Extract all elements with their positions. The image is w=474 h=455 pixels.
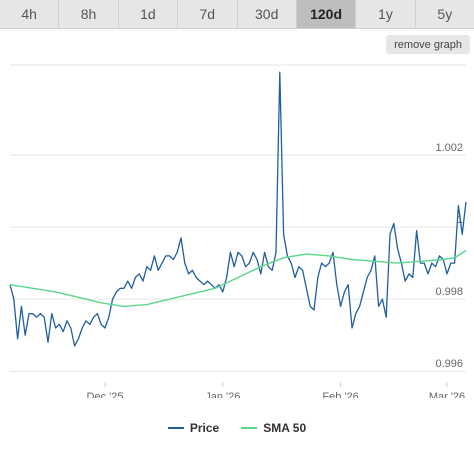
series bbox=[9, 71, 467, 347]
grid bbox=[10, 64, 466, 372]
legend: Price SMA 50 bbox=[0, 421, 474, 435]
tab-5y[interactable]: 5y bbox=[437, 6, 453, 22]
tab-1y[interactable]: 1y bbox=[356, 0, 416, 28]
y-tick-label: 0.998 bbox=[435, 286, 463, 298]
legend-label-sma: SMA 50 bbox=[263, 421, 307, 435]
remove-graph-button[interactable]: remove graph bbox=[386, 35, 470, 54]
tab-1d[interactable]: 1d bbox=[119, 0, 179, 28]
sma-swatch bbox=[241, 427, 258, 429]
tab-8h[interactable]: 8h bbox=[59, 0, 119, 28]
x-tick-label: Dec '25 bbox=[87, 391, 124, 398]
y-tick-label: 1.002 bbox=[435, 142, 463, 154]
price-line bbox=[9, 71, 467, 347]
legend-label-price: Price bbox=[189, 421, 220, 435]
tab-120d[interactable]: 120d bbox=[296, 0, 357, 28]
x-tick-label: Jan '26 bbox=[205, 391, 240, 398]
x-tick-label: Mar '26 bbox=[429, 391, 465, 398]
price-swatch bbox=[167, 427, 184, 429]
y-tick-label: 0.996 bbox=[435, 358, 463, 370]
tab-4h[interactable]: 4h bbox=[0, 0, 60, 28]
tab-7d[interactable]: 7d bbox=[178, 0, 238, 28]
sma-50-line bbox=[9, 249, 467, 308]
timeframe-tabs: 4h 8h 1d 7d 30d 120d 1y 5y bbox=[0, 0, 474, 29]
tab-30d[interactable]: 30d bbox=[238, 0, 297, 28]
x-tick-label: Feb '26 bbox=[322, 391, 358, 398]
legend-item-sma[interactable]: SMA 50 bbox=[241, 421, 306, 435]
legend-item-price[interactable]: Price bbox=[167, 421, 220, 435]
